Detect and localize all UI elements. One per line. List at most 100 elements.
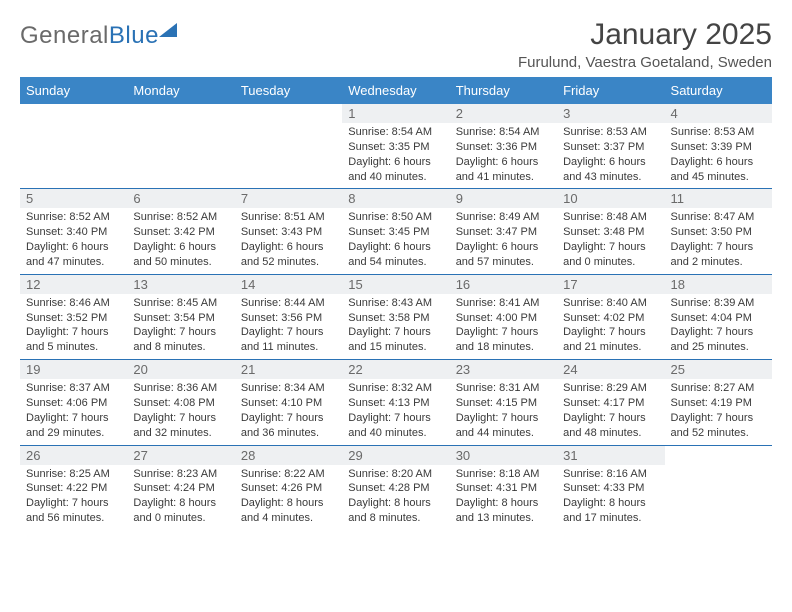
sunset-text: Sunset: 3:48 PM xyxy=(563,225,658,240)
daylight-text: and 40 minutes. xyxy=(348,426,443,441)
day-header: Wednesday xyxy=(342,77,449,104)
day-number: 13 xyxy=(127,275,234,294)
day-header: Monday xyxy=(127,77,234,104)
day-body: Sunrise: 8:50 AMSunset: 3:45 PMDaylight:… xyxy=(342,208,449,273)
sunrise-text: Sunrise: 8:18 AM xyxy=(456,467,551,482)
sunrise-text: Sunrise: 8:27 AM xyxy=(671,381,766,396)
day-body: Sunrise: 8:32 AMSunset: 4:13 PMDaylight:… xyxy=(342,379,449,444)
day-body: Sunrise: 8:51 AMSunset: 3:43 PMDaylight:… xyxy=(235,208,342,273)
daylight-text: and 36 minutes. xyxy=(241,426,336,441)
day-body: Sunrise: 8:53 AMSunset: 3:39 PMDaylight:… xyxy=(665,123,772,188)
daylight-text: Daylight: 6 hours xyxy=(456,155,551,170)
day-body: Sunrise: 8:52 AMSunset: 3:40 PMDaylight:… xyxy=(20,208,127,273)
sunrise-text: Sunrise: 8:50 AM xyxy=(348,210,443,225)
calendar-cell: 24Sunrise: 8:29 AMSunset: 4:17 PMDayligh… xyxy=(557,360,664,445)
day-number xyxy=(20,104,127,123)
sunrise-text: Sunrise: 8:53 AM xyxy=(671,125,766,140)
day-body: Sunrise: 8:23 AMSunset: 4:24 PMDaylight:… xyxy=(127,465,234,530)
daylight-text: and 11 minutes. xyxy=(241,340,336,355)
daylight-text: and 5 minutes. xyxy=(26,340,121,355)
sunrise-text: Sunrise: 8:37 AM xyxy=(26,381,121,396)
calendar-cell: 16Sunrise: 8:41 AMSunset: 4:00 PMDayligh… xyxy=(450,274,557,359)
sunrise-text: Sunrise: 8:47 AM xyxy=(671,210,766,225)
logo-word1: General xyxy=(20,22,109,49)
sunrise-text: Sunrise: 8:54 AM xyxy=(348,125,443,140)
day-number: 12 xyxy=(20,275,127,294)
logo-word2: Blue xyxy=(109,22,159,49)
sunrise-text: Sunrise: 8:39 AM xyxy=(671,296,766,311)
sunset-text: Sunset: 4:00 PM xyxy=(456,311,551,326)
day-number: 10 xyxy=(557,189,664,208)
sunrise-text: Sunrise: 8:52 AM xyxy=(133,210,228,225)
logo: GeneralBlue xyxy=(20,18,181,50)
calendar-cell: 15Sunrise: 8:43 AMSunset: 3:58 PMDayligh… xyxy=(342,274,449,359)
title-block: January 2025 Furulund, Vaestra Goetaland… xyxy=(518,18,772,71)
day-number: 22 xyxy=(342,360,449,379)
calendar-cell: 28Sunrise: 8:22 AMSunset: 4:26 PMDayligh… xyxy=(235,445,342,530)
daylight-text: Daylight: 7 hours xyxy=(26,411,121,426)
day-body: Sunrise: 8:49 AMSunset: 3:47 PMDaylight:… xyxy=(450,208,557,273)
sunset-text: Sunset: 4:06 PM xyxy=(26,396,121,411)
sunset-text: Sunset: 4:24 PM xyxy=(133,481,228,496)
calendar-table: SundayMondayTuesdayWednesdayThursdayFrid… xyxy=(20,77,772,530)
daylight-text: and 56 minutes. xyxy=(26,511,121,526)
daylight-text: Daylight: 6 hours xyxy=(456,240,551,255)
day-number: 4 xyxy=(665,104,772,123)
sunset-text: Sunset: 3:39 PM xyxy=(671,140,766,155)
day-number: 19 xyxy=(20,360,127,379)
calendar-cell: 2Sunrise: 8:54 AMSunset: 3:36 PMDaylight… xyxy=(450,104,557,189)
sunrise-text: Sunrise: 8:53 AM xyxy=(563,125,658,140)
day-number: 18 xyxy=(665,275,772,294)
day-body: Sunrise: 8:46 AMSunset: 3:52 PMDaylight:… xyxy=(20,294,127,359)
daylight-text: and 47 minutes. xyxy=(26,255,121,270)
daylight-text: Daylight: 8 hours xyxy=(563,496,658,511)
daylight-text: Daylight: 7 hours xyxy=(133,411,228,426)
sunrise-text: Sunrise: 8:20 AM xyxy=(348,467,443,482)
day-number: 20 xyxy=(127,360,234,379)
daylight-text: and 25 minutes. xyxy=(671,340,766,355)
daylight-text: and 57 minutes. xyxy=(456,255,551,270)
sunrise-text: Sunrise: 8:16 AM xyxy=(563,467,658,482)
day-number: 9 xyxy=(450,189,557,208)
day-body: Sunrise: 8:41 AMSunset: 4:00 PMDaylight:… xyxy=(450,294,557,359)
daylight-text: Daylight: 6 hours xyxy=(563,155,658,170)
calendar-cell: 10Sunrise: 8:48 AMSunset: 3:48 PMDayligh… xyxy=(557,189,664,274)
day-number: 25 xyxy=(665,360,772,379)
calendar-cell xyxy=(235,104,342,189)
sunrise-text: Sunrise: 8:22 AM xyxy=(241,467,336,482)
sunrise-text: Sunrise: 8:51 AM xyxy=(241,210,336,225)
daylight-text: Daylight: 7 hours xyxy=(241,411,336,426)
day-number: 23 xyxy=(450,360,557,379)
day-body: Sunrise: 8:54 AMSunset: 3:35 PMDaylight:… xyxy=(342,123,449,188)
sunset-text: Sunset: 3:42 PM xyxy=(133,225,228,240)
calendar-cell: 6Sunrise: 8:52 AMSunset: 3:42 PMDaylight… xyxy=(127,189,234,274)
sunrise-text: Sunrise: 8:25 AM xyxy=(26,467,121,482)
daylight-text: and 0 minutes. xyxy=(563,255,658,270)
day-header: Tuesday xyxy=(235,77,342,104)
daylight-text: and 40 minutes. xyxy=(348,170,443,185)
calendar-cell: 12Sunrise: 8:46 AMSunset: 3:52 PMDayligh… xyxy=(20,274,127,359)
sunset-text: Sunset: 4:10 PM xyxy=(241,396,336,411)
sunset-text: Sunset: 3:52 PM xyxy=(26,311,121,326)
day-number xyxy=(127,104,234,123)
sunrise-text: Sunrise: 8:45 AM xyxy=(133,296,228,311)
day-body: Sunrise: 8:37 AMSunset: 4:06 PMDaylight:… xyxy=(20,379,127,444)
daylight-text: Daylight: 7 hours xyxy=(563,240,658,255)
sunrise-text: Sunrise: 8:40 AM xyxy=(563,296,658,311)
daylight-text: Daylight: 6 hours xyxy=(348,155,443,170)
sunset-text: Sunset: 4:26 PM xyxy=(241,481,336,496)
page-subtitle: Furulund, Vaestra Goetaland, Sweden xyxy=(518,54,772,71)
sunset-text: Sunset: 4:22 PM xyxy=(26,481,121,496)
day-number: 21 xyxy=(235,360,342,379)
sunset-text: Sunset: 4:08 PM xyxy=(133,396,228,411)
day-header: Sunday xyxy=(20,77,127,104)
calendar-cell: 29Sunrise: 8:20 AMSunset: 4:28 PMDayligh… xyxy=(342,445,449,530)
daylight-text: and 21 minutes. xyxy=(563,340,658,355)
calendar-cell: 19Sunrise: 8:37 AMSunset: 4:06 PMDayligh… xyxy=(20,360,127,445)
calendar-cell: 18Sunrise: 8:39 AMSunset: 4:04 PMDayligh… xyxy=(665,274,772,359)
sunrise-text: Sunrise: 8:44 AM xyxy=(241,296,336,311)
calendar-cell: 1Sunrise: 8:54 AMSunset: 3:35 PMDaylight… xyxy=(342,104,449,189)
sunset-text: Sunset: 3:56 PM xyxy=(241,311,336,326)
day-body: Sunrise: 8:27 AMSunset: 4:19 PMDaylight:… xyxy=(665,379,772,444)
day-number: 16 xyxy=(450,275,557,294)
